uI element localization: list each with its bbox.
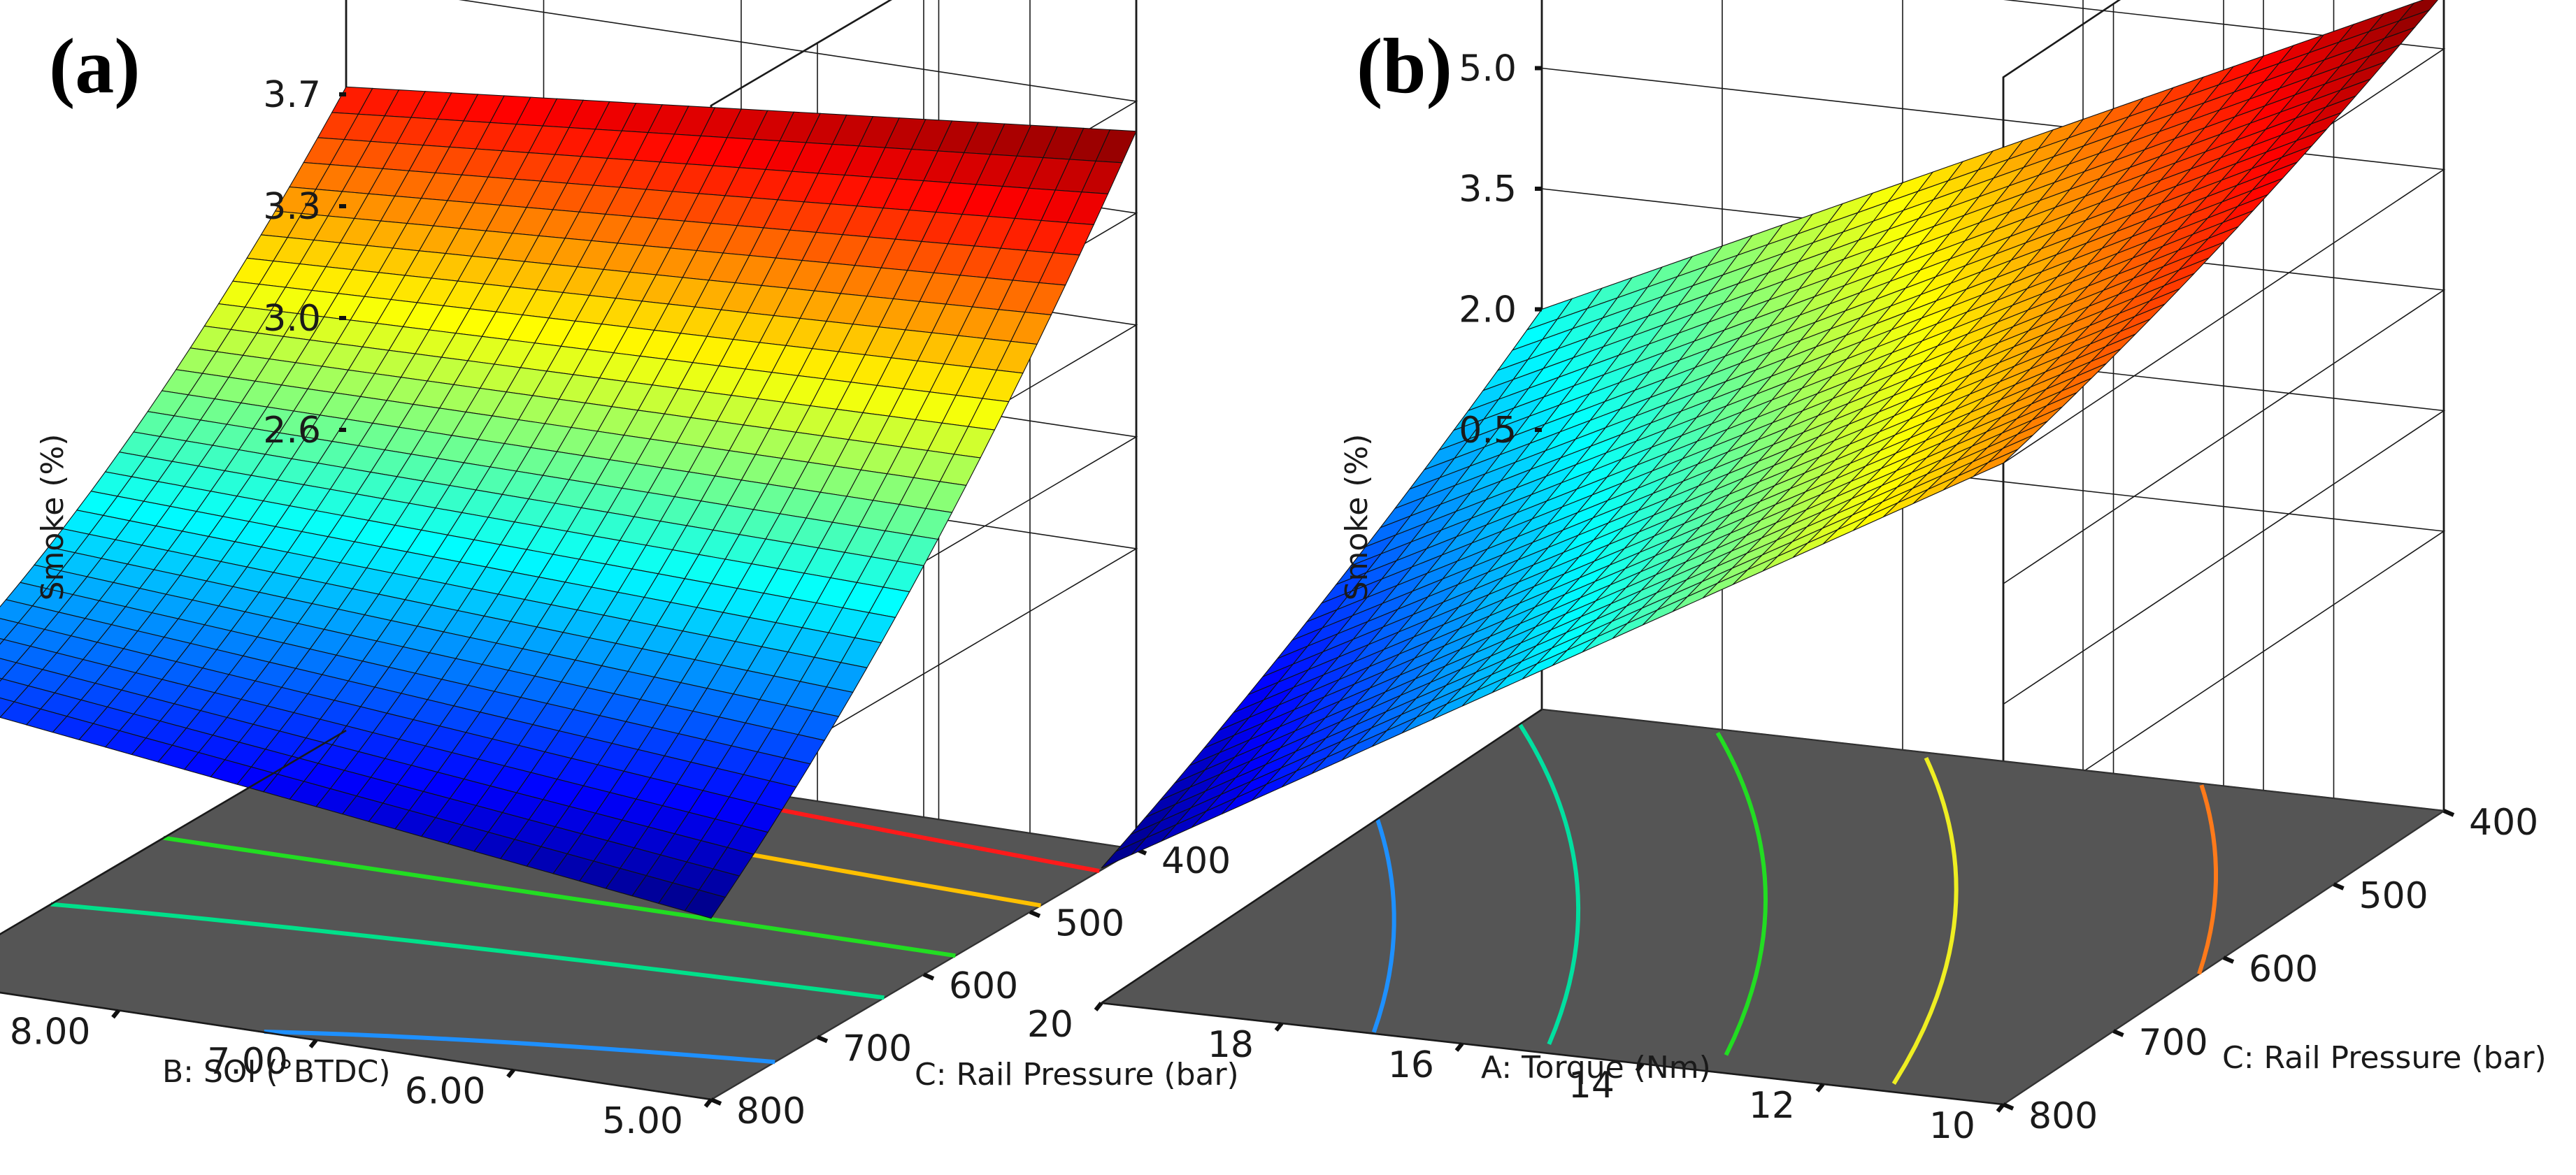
y-tick xyxy=(1094,1002,1103,1011)
x-tick xyxy=(816,1035,829,1044)
surface-cell xyxy=(0,639,31,663)
y-tick-label: 8.00 xyxy=(10,1011,91,1053)
y-tick-label: 14 xyxy=(1568,1065,1615,1106)
z-axis-label-a: Smoke (%) xyxy=(35,434,71,601)
floor-edge-rail xyxy=(1101,1002,2004,1106)
contour-line xyxy=(1891,756,1959,1085)
contour-line xyxy=(1371,818,1396,1033)
surface-cell xyxy=(1101,837,1147,869)
x-tick-label: 800 xyxy=(736,1090,806,1132)
y-tick-label: 18 xyxy=(1208,1024,1254,1066)
x-tick-label: 700 xyxy=(2139,1022,2208,1064)
x-tick xyxy=(2222,956,2235,964)
x-tick-label: 700 xyxy=(843,1028,912,1070)
floor-edge-y xyxy=(1101,708,1543,1004)
chart-panel-b: (b) 400 500 600 700 800 10 12 14 16 18 20 0.5 2.0 3.5… xyxy=(1027,0,2547,1147)
x-tick xyxy=(922,972,935,981)
front-edges-b xyxy=(1101,708,2004,1106)
y-axis-label-a: B: SOI (°BTDC) xyxy=(162,1054,391,1090)
x-tick xyxy=(1029,909,1041,918)
z-tick-label: 5.0 xyxy=(1459,48,1517,90)
x-tick-label: 500 xyxy=(1055,903,1124,945)
surface-cell xyxy=(0,697,15,718)
x-axis-label-a: C: Rail Pressure (bar) xyxy=(915,1057,1239,1093)
surface-cell xyxy=(0,599,34,623)
z-tick-label: 3.5 xyxy=(1459,168,1517,210)
ticks-b: 4005006007008001012141618200.52.03.55.06… xyxy=(1027,48,2538,1148)
y-tick xyxy=(1996,1103,2005,1113)
z-tick-label: 4.1 xyxy=(263,0,321,4)
panel-label-b: (b) xyxy=(1357,23,1452,110)
z-tick-label: 3.0 xyxy=(263,298,321,340)
y-tick xyxy=(703,1098,713,1108)
wall-gridline xyxy=(1541,67,2446,464)
z-axis-label-b: Smoke (%) xyxy=(1339,434,1375,601)
x-tick xyxy=(2333,882,2345,891)
z-tick-label: 2.0 xyxy=(1459,289,1517,331)
x-tick xyxy=(2112,1029,2124,1037)
contour-line xyxy=(163,835,956,958)
surface-cell xyxy=(0,618,19,640)
x-tick-label: 500 xyxy=(2359,875,2428,917)
surface-cell xyxy=(0,677,3,682)
surface-cell xyxy=(0,658,17,679)
x-tick-label: 400 xyxy=(1161,840,1231,882)
z-tick-label: 2.6 xyxy=(263,410,321,452)
x-tick-label: 600 xyxy=(949,965,1018,1007)
y-tick xyxy=(111,1009,120,1019)
y-tick xyxy=(1454,1042,1464,1052)
x-tick xyxy=(2002,1102,2015,1111)
z-tick-label: 3.3 xyxy=(263,186,321,228)
response-surface-b xyxy=(1101,0,2438,869)
y-tick-label: 7.00 xyxy=(207,1041,288,1083)
surface-cell xyxy=(0,637,5,645)
y-tick-label: 5.00 xyxy=(602,1100,683,1142)
y-tick xyxy=(1815,1083,1825,1093)
y-tick-label: 10 xyxy=(1929,1105,1975,1147)
y-tick-label: 16 xyxy=(1388,1044,1434,1086)
ticks-a: 4005006007008005.006.007.008.009.002.63.… xyxy=(10,0,1231,1142)
y-tick-label: 6.00 xyxy=(405,1071,486,1113)
floor-contours-b xyxy=(1371,723,2218,1085)
x-tick-label: 600 xyxy=(2249,949,2318,990)
y-tick-label: 20 xyxy=(1027,1004,1073,1046)
x-axis-label-b: C: Rail Pressure (bar) xyxy=(2222,1040,2547,1076)
contour-line xyxy=(1715,731,1768,1056)
floor-edge-y xyxy=(0,729,347,935)
x-tick xyxy=(2442,809,2455,817)
response-surface-a xyxy=(0,86,1137,919)
contour-line xyxy=(50,902,885,1000)
contour-line xyxy=(264,1030,775,1065)
y-tick xyxy=(1274,1022,1284,1032)
y-axis-label-b: A: Torque (Nm) xyxy=(1481,1050,1711,1086)
x-tick xyxy=(710,1097,722,1106)
y-tick xyxy=(308,1039,318,1048)
y-tick xyxy=(1635,1062,1645,1072)
chart-panel-a: (a) 4005006007008005.006.007.008.009.002… xyxy=(0,0,1239,1142)
x-tick-label: 400 xyxy=(2469,802,2538,844)
y-tick-label: 12 xyxy=(1749,1085,1795,1127)
x-tick-label: 800 xyxy=(2028,1095,2098,1137)
z-tick-label: 0.5 xyxy=(1459,410,1517,452)
surface-cell xyxy=(0,701,41,726)
contour-line xyxy=(2197,784,2218,975)
panel-label-a: (a) xyxy=(49,23,141,110)
z-tick-label: 3.7 xyxy=(263,74,321,116)
surface-cell xyxy=(0,678,29,702)
y-tick xyxy=(506,1068,515,1079)
contour-line xyxy=(1517,723,1581,1046)
